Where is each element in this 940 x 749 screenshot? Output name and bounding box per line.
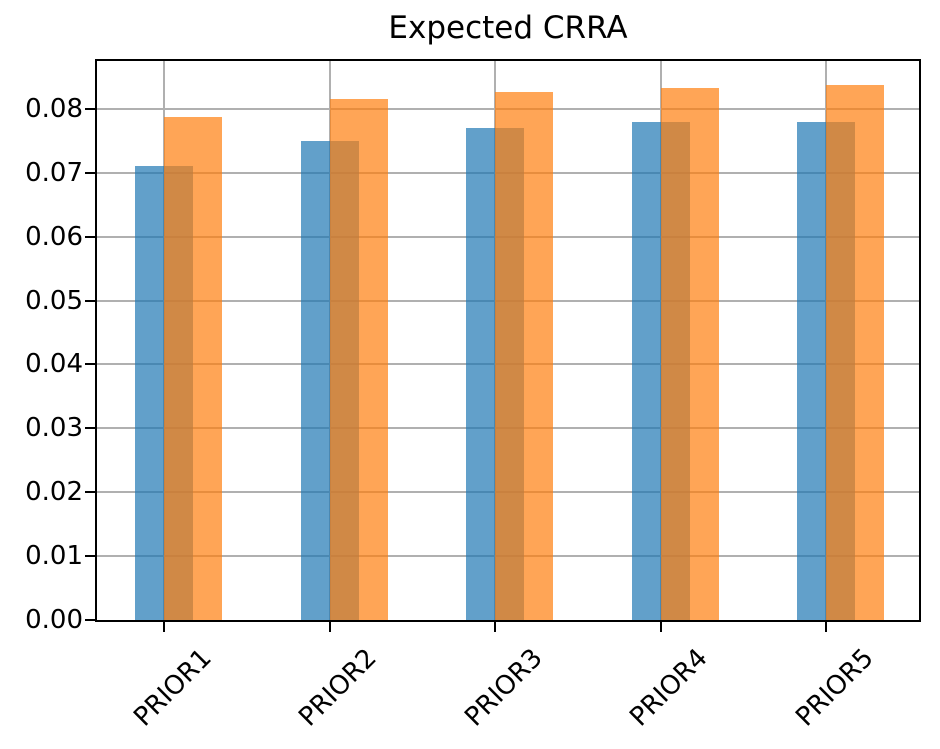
y-tick-label: 0.02 [25, 477, 83, 508]
y-tick-label: 0.08 [25, 93, 83, 124]
x-tick [825, 622, 827, 632]
y-tick [85, 555, 95, 558]
x-tick [328, 622, 331, 632]
y-tick-label: 0.01 [25, 541, 83, 572]
chart-title: Expected CRRA [388, 10, 628, 46]
y-tick [85, 235, 95, 238]
y-tick [85, 491, 95, 494]
bar-series2-prior5 [826, 84, 884, 620]
plot-area [95, 59, 921, 622]
bar-series2-prior4 [660, 88, 719, 620]
y-tick-label: 0.03 [25, 413, 83, 444]
x-tick-label: PRIOR1 [127, 643, 218, 733]
y-tick [85, 619, 95, 621]
x-tick [494, 622, 496, 632]
x-tick-label: PRIOR5 [789, 643, 880, 733]
bar-series2-prior3 [495, 92, 553, 620]
y-tick-label: 0.04 [25, 349, 83, 380]
y-tick-label: 0.05 [25, 285, 83, 316]
y-tick-label: 0.06 [25, 221, 83, 252]
y-tick [85, 299, 95, 302]
x-tick-label: PRIOR2 [293, 643, 383, 733]
x-tick-label: PRIOR3 [458, 643, 549, 733]
y-tick [85, 363, 95, 366]
x-tick [163, 622, 165, 632]
y-tick [85, 171, 95, 174]
y-tick-label: 0.00 [25, 605, 83, 635]
bar-series2-prior2 [329, 99, 388, 620]
x-tick [659, 622, 662, 632]
y-tick-label: 0.07 [25, 157, 83, 188]
x-tick-label: PRIOR4 [624, 643, 714, 733]
y-tick [85, 427, 95, 430]
bar-series2-prior1 [164, 116, 222, 620]
y-tick [85, 107, 95, 110]
